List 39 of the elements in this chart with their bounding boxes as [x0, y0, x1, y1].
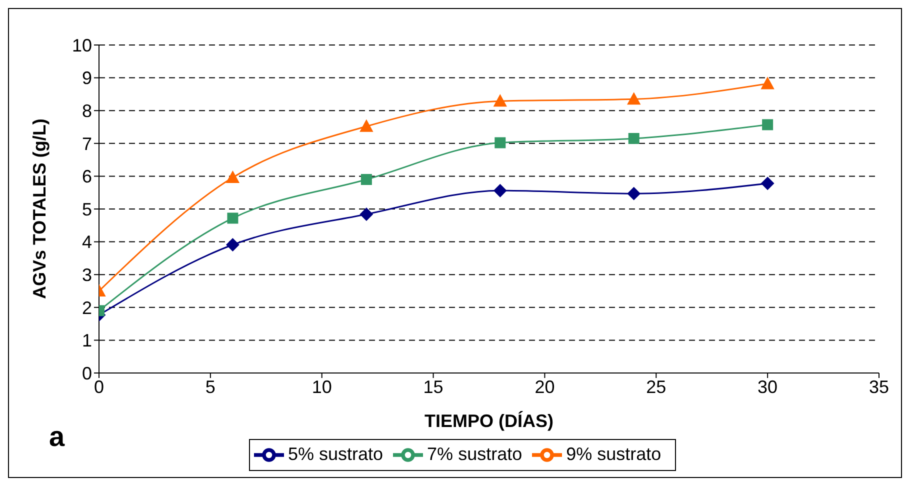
y-tick-label: 6 [82, 166, 92, 187]
point [494, 137, 506, 148]
point [360, 208, 373, 221]
point [761, 176, 774, 190]
y-tick-label: 8 [82, 100, 92, 121]
y-tick-label: 5 [82, 199, 92, 220]
x-tick-label: 35 [868, 376, 890, 397]
y-tick-label: 2 [82, 298, 92, 318]
point [627, 92, 640, 105]
x-tick-label: 25 [646, 376, 666, 397]
point [494, 94, 507, 107]
y-tick-label: 0 [82, 363, 92, 384]
x-tick-label: 20 [534, 376, 555, 397]
y-tick-label: 7 [82, 134, 92, 154]
y-tick-label: 9 [82, 68, 92, 88]
x-tick-label: 15 [423, 376, 444, 397]
point [360, 120, 373, 132]
point [761, 77, 774, 90]
legend-label: 9% sustrato [566, 444, 662, 464]
y-tick-label: 3 [82, 264, 92, 285]
y-tick-label: 4 [82, 232, 92, 252]
point [227, 212, 238, 224]
point [494, 184, 507, 198]
point [360, 174, 372, 185]
y-tick-label: 1 [82, 330, 92, 351]
legend-label: 7% sustrato [427, 444, 522, 464]
x-tick-label: 10 [312, 376, 332, 397]
point [226, 238, 240, 252]
legend-label: 5% sustrato [288, 444, 384, 464]
x-tick-label: 5 [205, 376, 216, 397]
point [628, 132, 640, 144]
x-tick-label: 30 [758, 376, 778, 397]
y-tick-label: 10 [72, 35, 92, 56]
x-axis-title: TIEMPO (DÍAS) [424, 411, 554, 431]
point [762, 119, 774, 130]
text: a [49, 421, 65, 453]
point [226, 171, 240, 184]
point [627, 187, 640, 200]
y-axis-title: AGVs TOTALES (g/L) [29, 118, 50, 299]
